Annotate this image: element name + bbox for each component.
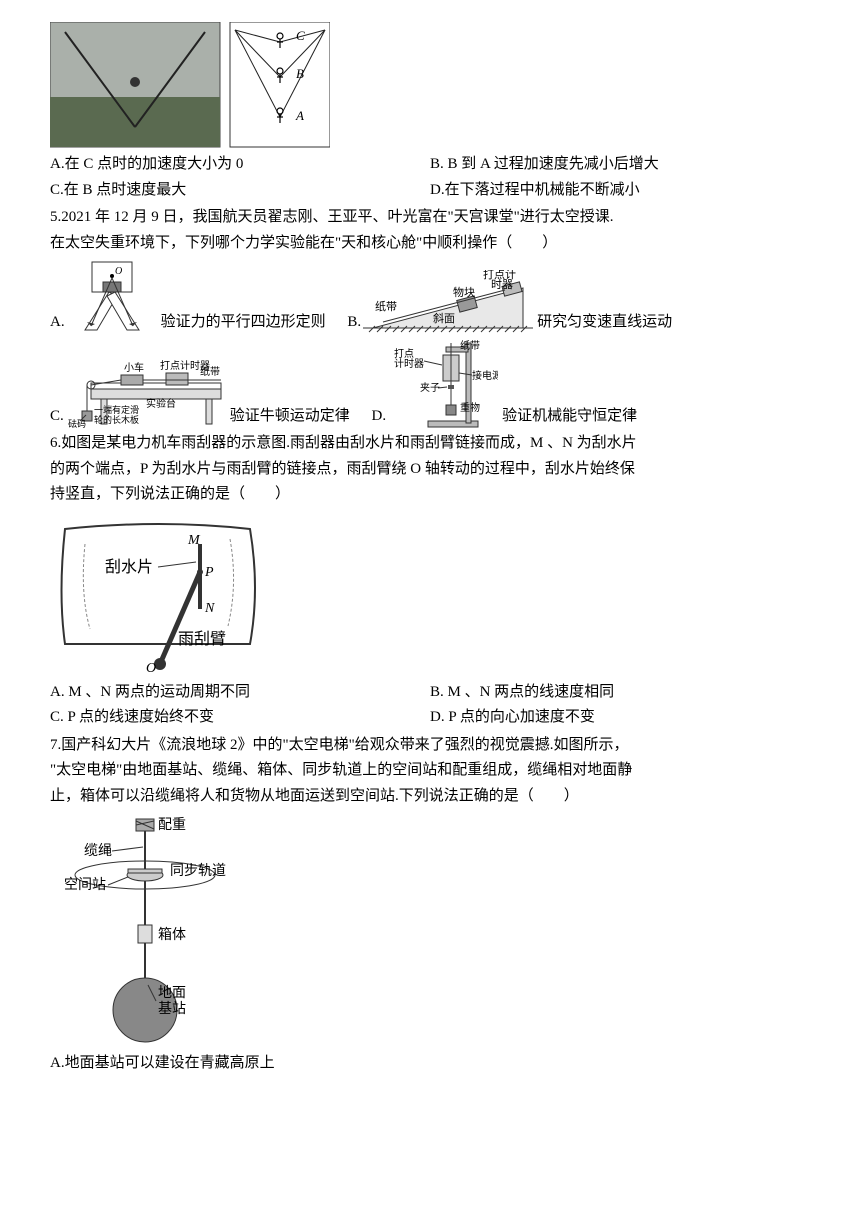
q4: C B A A.在 C 点时的加速度大小为 0 B. B 到 A 过程加速度先减… (50, 22, 810, 203)
q5-fig-b: 纸带 打点计 时器 物块 斜面 (363, 270, 533, 335)
q5-opt-b-text: 研究匀变速直线运动 (537, 310, 672, 336)
q6-stem-1: 6.如图是某电力机车雨刮器的示意图.雨刮器由刮水片和雨刮臂链接而成，M 、N 为… (50, 431, 810, 457)
q4-figure: C B A (50, 22, 330, 152)
q7-opt-a: A.地面基站可以建设在青藏高原上 (50, 1051, 810, 1077)
q5-opt-d-prefix: D. (372, 404, 387, 430)
q5-stem-2: 在太空失重环境下，下列哪个力学实验能在"天和核心舱"中顺利操作（ ） (50, 231, 810, 257)
svg-text:轮的长木板: 轮的长木板 (94, 414, 139, 425)
svg-text:雨刮臂: 雨刮臂 (178, 630, 226, 648)
q6: 6.如图是某电力机车雨刮器的示意图.雨刮器由刮水片和雨刮臂链接而成，M 、N 为… (50, 431, 810, 731)
svg-text:时器: 时器 (491, 278, 513, 291)
svg-text:纸带: 纸带 (200, 365, 220, 378)
q4-opt-c: C.在 B 点时速度最大 (50, 178, 430, 204)
svg-text:基站: 基站 (158, 1000, 186, 1017)
svg-text:C: C (296, 28, 305, 43)
svg-text:缆绳: 缆绳 (84, 843, 112, 859)
svg-text:空间站: 空间站 (64, 877, 106, 893)
q7: 7.国产科幻大片《流浪地球 2》中的"太空电梯"给观众带来了强烈的视觉震撼.如图… (50, 733, 810, 1077)
svg-text:P: P (204, 565, 214, 580)
q5-opt-b: B. (347, 270, 672, 335)
svg-text:O: O (115, 266, 122, 277)
q6-opt-c: C. P 点的线速度始终不变 (50, 705, 430, 731)
q6-options: A. M 、N 两点的运动周期不同 B. M 、N 两点的线速度相同 C. P … (50, 680, 810, 731)
svg-text:一端有定滑: 一端有定滑 (94, 404, 139, 415)
q7-stem-2: "太空电梯"由地面基站、缆绳、箱体、同步轨道上的空间站和配重组成，缆绳相对地面静 (50, 758, 810, 784)
q5-opt-d: D. 打点 计时器 纸 (372, 339, 638, 429)
svg-text:N: N (204, 601, 215, 616)
svg-text:同步轨道: 同步轨道 (170, 863, 226, 879)
svg-text:箱体: 箱体 (158, 927, 186, 943)
svg-text:纸带: 纸带 (460, 339, 480, 352)
svg-text:实验台: 实验台 (146, 397, 176, 410)
svg-text:M: M (187, 533, 201, 548)
svg-text:小车: 小车 (124, 361, 144, 374)
q6-opt-b: B. M 、N 两点的线速度相同 (430, 680, 810, 706)
q7-stem-1: 7.国产科幻大片《流浪地球 2》中的"太空电梯"给观众带来了强烈的视觉震撼.如图… (50, 733, 810, 759)
svg-text:计时器: 计时器 (394, 357, 424, 370)
svg-text:地面: 地面 (158, 985, 186, 1001)
q5-opt-c-text: 验证牛顿运动定律 (230, 404, 350, 430)
q5-opt-a-prefix: A. (50, 310, 65, 336)
q5-opt-a: A. O 验证力的平行四边形定则 (50, 260, 326, 335)
svg-text:物块: 物块 (453, 285, 475, 299)
q5-opt-d-text: 验证机械能守恒定律 (502, 404, 637, 430)
q4-opt-a: A.在 C 点时的加速度大小为 0 (50, 152, 430, 178)
q6-opt-a: A. M 、N 两点的运动周期不同 (50, 680, 430, 706)
q5-stem-1: 5.2021 年 12 月 9 日，我国航天员翟志刚、王亚平、叶光富在"天宫课堂… (50, 205, 810, 231)
svg-text:刮水片: 刮水片 (105, 558, 153, 576)
q6-stem-3: 持竖直，下列说法正确的是（ ） (50, 482, 810, 508)
q4-options: A.在 C 点时的加速度大小为 0 B. B 到 A 过程加速度先减小后增大 C… (50, 152, 810, 203)
svg-text:斜面: 斜面 (433, 312, 455, 325)
svg-text:配重: 配重 (158, 817, 186, 833)
q7-stem-3: 止，箱体可以沿缆绳将人和货物从地面运送到空间站.下列说法正确的是（ ） (50, 784, 810, 810)
q5-fig-c: 小车 打点计时器 纸带 实验台 砝码 一端有定滑 轮的长木板 (66, 349, 226, 429)
q5-opt-c: C. (50, 349, 350, 429)
q5-opt-c-prefix: C. (50, 404, 64, 430)
q5-fig-a: O (67, 260, 157, 335)
svg-text:O: O (146, 661, 156, 674)
q5-opt-b-prefix: B. (347, 310, 361, 336)
q6-stem-2: 的两个端点，P 为刮水片与雨刮臂的链接点，雨刮臂绕 O 轴转动的过程中，刮水片始… (50, 457, 810, 483)
q6-opt-d: D. P 点的向心加速度不变 (430, 705, 810, 731)
svg-text:砝码: 砝码 (68, 418, 86, 429)
svg-text:A: A (295, 108, 304, 123)
q5-opt-a-text: 验证力的平行四边形定则 (161, 310, 326, 336)
q4-opt-b: B. B 到 A 过程加速度先减小后增大 (430, 152, 810, 178)
svg-text:夹子: 夹子 (420, 381, 440, 394)
q7-figure: 配重 缆绳 空间站 同步轨道 箱体 地面 基站 (50, 815, 240, 1045)
q6-figure: M P N O 刮水片 雨刮臂 (50, 514, 270, 674)
svg-text:接电源: 接电源 (472, 369, 498, 382)
svg-text:重物: 重物 (460, 401, 480, 414)
q4-opt-d: D.在下落过程中机械能不断减小 (430, 178, 810, 204)
svg-text:B: B (296, 66, 304, 81)
q5: 5.2021 年 12 月 9 日，我国航天员翟志刚、王亚平、叶光富在"天宫课堂… (50, 205, 810, 429)
svg-text:纸带: 纸带 (375, 300, 397, 313)
q5-fig-d: 打点 计时器 纸带 接电源 夹子 重物 (388, 339, 498, 429)
